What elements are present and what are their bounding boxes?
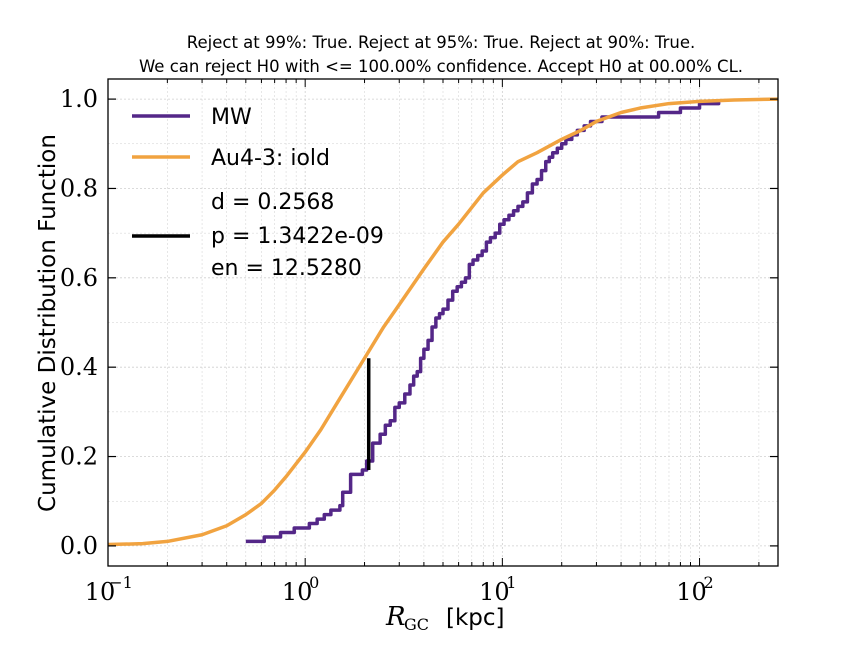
series-line-au4-3 [107, 97, 779, 547]
grid [107, 79, 778, 566]
x-tick-label: 10 [85, 578, 116, 606]
axis-ticks: 0.00.20.40.60.81.010−1 100 101 102 [60, 79, 778, 606]
y-tick-label: 0.0 [60, 532, 98, 560]
plot-area [107, 97, 779, 547]
series-line-mw [245, 99, 721, 544]
x-tick-label-exponent: 0 [309, 573, 319, 592]
legend-stat-d: d = 0.2568 [211, 190, 334, 215]
chart-title-line-1: Reject at 99%: True. Reject at 95%: True… [187, 33, 695, 52]
x-tick-label-exponent: −1 [109, 573, 133, 592]
x-axis-label: R GC [kpc] [385, 602, 505, 634]
chart-title-line-2: We can reject H0 with <= 100.00% confide… [139, 57, 743, 76]
x-tick-label: 10 [479, 578, 510, 606]
y-tick-label: 0.4 [60, 353, 98, 381]
x-axis-label-unit: [kpc] [446, 605, 505, 631]
y-tick-label: 0.6 [60, 264, 98, 292]
x-tick-label-exponent: 1 [506, 573, 516, 592]
x-axis-label-subscript: GC [404, 615, 429, 634]
y-tick-label: 0.2 [60, 443, 98, 471]
x-tick-label-exponent: 2 [703, 573, 713, 592]
x-tick-label: 10 [676, 578, 707, 606]
legend-stat-p: p = 1.3422e-09 [211, 224, 384, 249]
legend-label-au4-3: Au4-3: iold [211, 146, 330, 171]
y-axis-label: Cumulative Distribution Function [35, 134, 61, 512]
legend-stat-en: en = 12.5280 [211, 256, 362, 281]
legend: MW Au4-3: iold d = 0.2568 p = 1.3422e-09… [132, 105, 384, 281]
legend-label-mw: MW [211, 105, 252, 130]
x-tick-label: 10 [282, 578, 313, 606]
y-tick-label: 1.0 [60, 85, 98, 113]
x-axis-label-main: R [385, 602, 406, 632]
y-tick-label: 0.8 [60, 174, 98, 202]
